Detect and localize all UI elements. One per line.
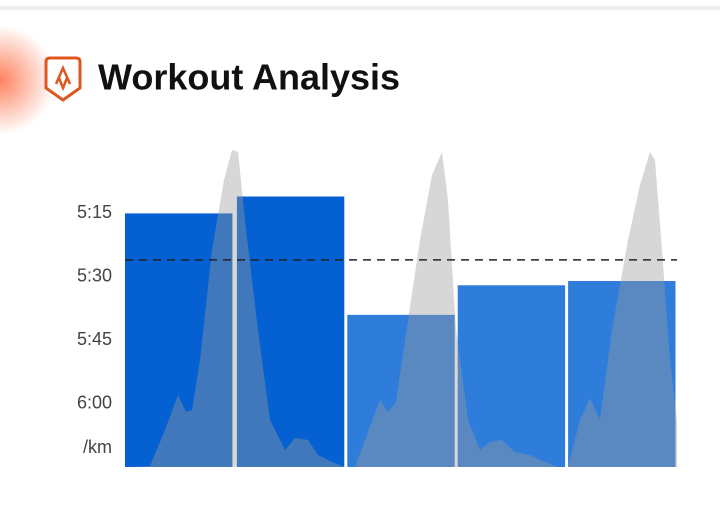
y-unit-label: /km xyxy=(83,437,112,457)
y-tick-label: 5:30 xyxy=(77,266,112,286)
glow xyxy=(0,25,55,135)
bar xyxy=(347,314,455,467)
y-tick-label: 5:15 xyxy=(77,202,112,222)
page-title: Workout Analysis xyxy=(98,57,400,98)
bar xyxy=(568,281,676,467)
bar xyxy=(236,196,345,467)
app-icon xyxy=(44,56,82,102)
top-divider xyxy=(0,6,720,10)
y-tick-label: 6:00 xyxy=(77,392,112,412)
bar xyxy=(125,213,233,467)
bar xyxy=(457,285,566,467)
y-tick-label: 5:45 xyxy=(77,329,112,349)
elevation-area xyxy=(125,150,677,467)
